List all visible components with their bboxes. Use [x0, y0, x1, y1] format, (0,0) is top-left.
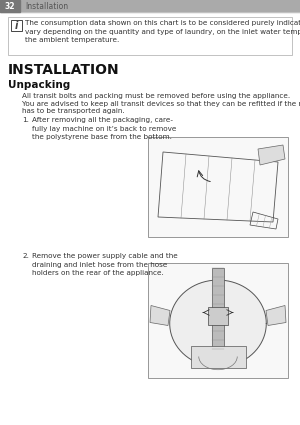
Text: Installation: Installation — [25, 2, 68, 11]
Bar — [190, 346, 245, 368]
Text: 32: 32 — [5, 2, 15, 11]
Bar — [0, 0, 300, 12]
Bar — [8, 17, 292, 55]
Text: All transit bolts and packing must be removed before using the appliance.: All transit bolts and packing must be re… — [22, 93, 290, 99]
Text: INSTALLATION: INSTALLATION — [8, 63, 120, 77]
Bar — [212, 268, 224, 358]
Bar — [208, 306, 228, 325]
Text: 1.: 1. — [22, 117, 29, 123]
Polygon shape — [150, 306, 170, 326]
Bar — [148, 263, 288, 378]
Ellipse shape — [170, 280, 266, 367]
Polygon shape — [258, 145, 285, 165]
Text: Unpacking: Unpacking — [8, 80, 70, 90]
Polygon shape — [266, 306, 286, 326]
Bar — [0, 0, 20, 12]
Text: After removing all the packaging, care-
fully lay machine on it’s back to remove: After removing all the packaging, care- … — [32, 117, 176, 140]
Text: 2.: 2. — [22, 253, 29, 259]
Text: The consumption data shown on this chart is to be considered purely indicative, : The consumption data shown on this chart… — [25, 20, 300, 43]
Text: has to be transported again.: has to be transported again. — [22, 108, 124, 114]
Text: You are advised to keep all transit devices so that they can be refitted if the : You are advised to keep all transit devi… — [22, 100, 300, 107]
Bar — [11, 20, 22, 31]
Text: i: i — [15, 20, 18, 31]
Bar — [148, 137, 288, 237]
Text: Remove the power supply cable and the
draining and inlet hose from the hose
hold: Remove the power supply cable and the dr… — [32, 253, 178, 276]
